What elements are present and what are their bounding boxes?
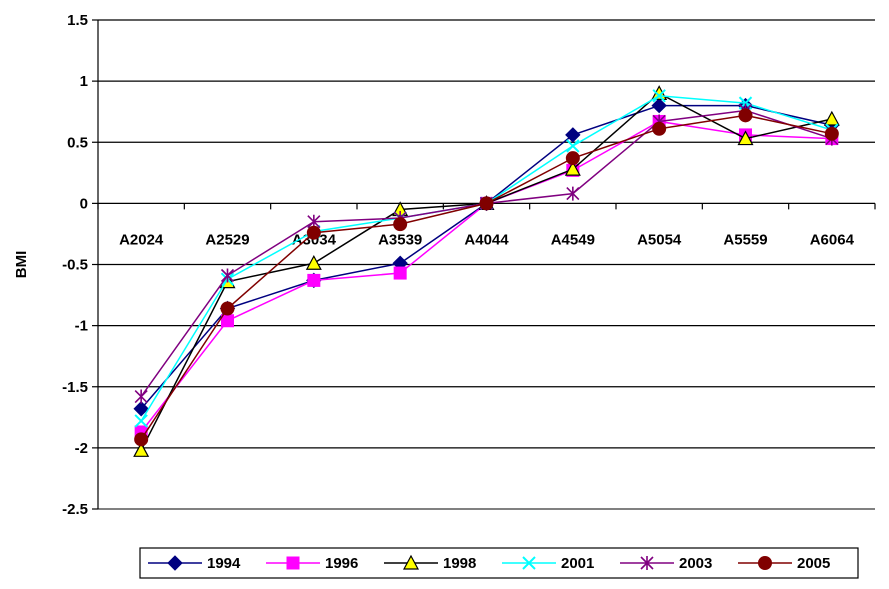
legend-marker: [522, 556, 536, 570]
data-point: [306, 225, 321, 240]
gridlines: [97, 19, 875, 510]
series-line: [140, 104, 832, 410]
data-point: [307, 273, 321, 287]
data-point: [393, 266, 407, 280]
legend-marker: [640, 556, 654, 570]
data-point: [564, 160, 581, 176]
series-1994: [133, 97, 840, 417]
legend-item-2003: 2003: [620, 555, 712, 572]
legend-marker: [286, 556, 300, 570]
legend-item-1998: 1998: [384, 554, 476, 572]
series-line: [140, 95, 833, 422]
y-tick-label: -2.5: [62, 501, 88, 518]
series-2003: [134, 103, 839, 404]
legend-marker: [167, 555, 183, 571]
data-point: [652, 89, 666, 103]
legend-label: 2005: [797, 555, 830, 572]
data-point: [651, 97, 667, 114]
legend-item-2005: 2005: [738, 555, 830, 572]
y-tick-label: -2: [75, 440, 88, 457]
x-tick-label: A3539: [378, 231, 422, 248]
data-point: [305, 255, 322, 270]
series-line: [140, 109, 833, 397]
legend-label: 1994: [207, 555, 241, 572]
x-tick-label: A5054: [637, 231, 682, 248]
data-point: [133, 401, 149, 417]
data-point: [393, 217, 408, 232]
legend-label: 1998: [443, 555, 476, 572]
legend-item-2001: 2001: [502, 555, 594, 572]
y-tick-label: -1.5: [62, 379, 88, 396]
data-point: [220, 301, 235, 316]
legend-label: 2003: [679, 555, 712, 572]
series-2005: [134, 108, 839, 447]
x-tick-label: A4044: [464, 231, 509, 248]
data-point: [738, 108, 753, 123]
data-point: [651, 85, 668, 100]
data-point: [566, 139, 580, 153]
data-point: [824, 126, 839, 141]
legend: 1994 1996 1998 2001 2003 2005: [139, 547, 859, 579]
data-point: [134, 414, 148, 428]
y-tick-label: 1: [80, 73, 88, 90]
x-tick-label: A3034: [292, 231, 337, 248]
data-point: [221, 314, 234, 328]
legend-item-1996: 1996: [266, 555, 358, 572]
series-line: [140, 92, 832, 451]
x-tick-label: A2024: [119, 231, 164, 248]
data-point: [220, 268, 235, 283]
legend-label: 2001: [561, 555, 594, 572]
data-point: [134, 432, 149, 447]
legend-item-1994: 1994: [148, 555, 241, 572]
data-point: [565, 127, 581, 143]
data-point: [566, 186, 580, 201]
data-point: [737, 130, 754, 146]
data-point: [823, 110, 840, 126]
data-point: [479, 196, 494, 211]
series-2001: [134, 89, 839, 428]
y-tick-label: -0.5: [62, 257, 88, 274]
legend-label: 1996: [325, 555, 358, 572]
y-axis-ticks: 1.5 1 0.5 0 -0.5 -1 -1.5 -2 -2.5: [62, 12, 98, 518]
data-point: [134, 389, 148, 404]
x-tick-label: A6064: [810, 231, 855, 248]
x-axis-ticks: A2024 A2529 A3034 A3539 A4044 A4549 A5054 A5559…: [97, 203, 876, 248]
legend-marker: [402, 554, 420, 570]
x-tick-label: A4549: [551, 231, 595, 248]
series-line: [140, 120, 832, 433]
data-point: [133, 442, 150, 457]
y-tick-label: -1: [75, 318, 88, 335]
series-1996: [134, 114, 839, 439]
y-tick-label: 0: [80, 195, 88, 212]
data-point: [565, 151, 580, 166]
x-tick-label: A2529: [205, 231, 249, 248]
y-axis-title: BMI: [13, 251, 30, 279]
legend-marker: [758, 556, 772, 570]
data-point: [652, 121, 667, 136]
x-tick-label: A5559: [723, 231, 767, 248]
y-tick-label: 1.5: [67, 12, 88, 29]
y-tick-label: 0.5: [67, 134, 88, 151]
series-group: [133, 85, 840, 457]
